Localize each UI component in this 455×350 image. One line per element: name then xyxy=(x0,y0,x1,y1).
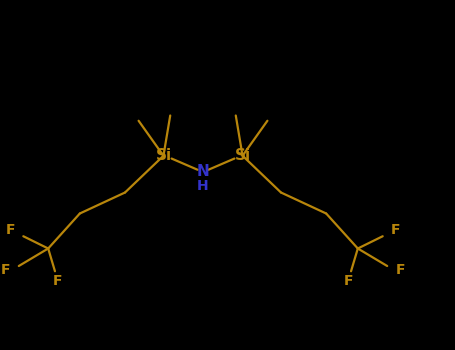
Text: F: F xyxy=(344,274,354,288)
Text: N: N xyxy=(197,164,209,179)
Text: H: H xyxy=(197,179,209,193)
Text: F: F xyxy=(52,274,62,288)
Text: F: F xyxy=(6,223,15,237)
Text: F: F xyxy=(0,262,10,276)
Text: F: F xyxy=(390,223,400,237)
Text: F: F xyxy=(396,262,405,276)
Text: Si: Si xyxy=(156,148,172,163)
Text: Si: Si xyxy=(234,148,251,163)
